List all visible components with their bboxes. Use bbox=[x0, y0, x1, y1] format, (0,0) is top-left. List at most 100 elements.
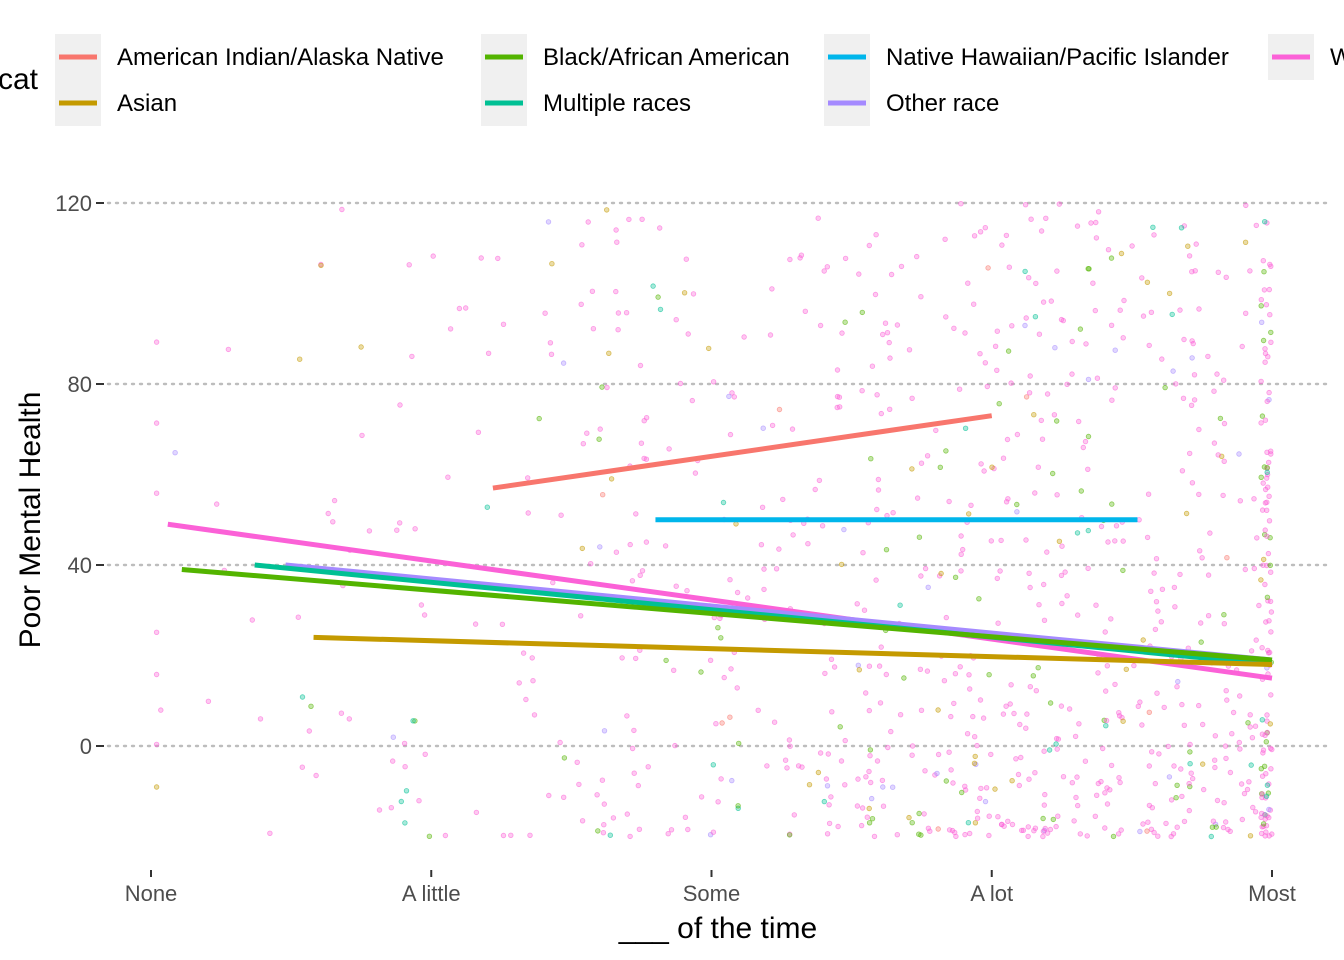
data-point bbox=[613, 227, 619, 233]
data-point bbox=[590, 326, 597, 332]
data-point bbox=[977, 697, 984, 703]
data-point bbox=[1015, 771, 1022, 778]
data-point bbox=[872, 291, 879, 298]
data-point bbox=[718, 776, 724, 782]
data-point bbox=[824, 831, 831, 837]
data-point bbox=[1260, 337, 1267, 344]
data-point bbox=[1080, 444, 1086, 451]
data-point bbox=[1239, 343, 1245, 350]
data-point bbox=[974, 815, 981, 821]
data-point bbox=[1022, 268, 1028, 275]
data-point bbox=[1140, 821, 1146, 827]
data-point bbox=[982, 798, 989, 805]
data-point bbox=[1171, 763, 1177, 769]
data-point bbox=[1205, 613, 1212, 619]
data-point bbox=[1211, 757, 1218, 763]
data-point bbox=[1230, 709, 1237, 716]
data-point bbox=[918, 707, 925, 713]
scatter-points bbox=[153, 200, 1275, 840]
data-point bbox=[1109, 397, 1115, 403]
data-point bbox=[1177, 571, 1183, 578]
data-point bbox=[600, 492, 606, 498]
data-point bbox=[1145, 819, 1151, 825]
data-point bbox=[1266, 618, 1272, 624]
data-point bbox=[1185, 243, 1191, 249]
data-point bbox=[643, 456, 650, 462]
data-point bbox=[1038, 417, 1044, 424]
data-point bbox=[1032, 490, 1038, 496]
data-point bbox=[882, 320, 889, 326]
data-point bbox=[1211, 440, 1218, 446]
data-point bbox=[880, 784, 886, 790]
data-point bbox=[883, 547, 890, 553]
legend-label: Other race bbox=[886, 90, 999, 117]
data-point bbox=[1260, 480, 1266, 486]
data-point bbox=[1268, 766, 1274, 772]
data-point bbox=[604, 207, 610, 213]
y-tick-label: 40 bbox=[68, 553, 92, 578]
data-point bbox=[530, 678, 536, 684]
data-point bbox=[863, 774, 869, 780]
data-point bbox=[1181, 336, 1187, 343]
data-point bbox=[1262, 732, 1268, 738]
data-point bbox=[597, 426, 603, 432]
data-point bbox=[1023, 725, 1029, 731]
data-point bbox=[715, 799, 721, 805]
data-point bbox=[1258, 474, 1264, 480]
data-point bbox=[619, 655, 625, 661]
data-point bbox=[986, 672, 992, 678]
data-point bbox=[1172, 604, 1178, 610]
data-point bbox=[1107, 787, 1113, 793]
data-point bbox=[1179, 468, 1186, 474]
data-point bbox=[574, 759, 580, 765]
data-point bbox=[965, 820, 972, 826]
data-point bbox=[917, 666, 924, 672]
data-point bbox=[601, 801, 607, 807]
data-point bbox=[643, 415, 650, 421]
data-point bbox=[1078, 488, 1084, 494]
data-point bbox=[1247, 833, 1254, 839]
data-point bbox=[306, 728, 312, 734]
data-point bbox=[313, 772, 319, 779]
data-point bbox=[958, 533, 964, 539]
data-point bbox=[1055, 736, 1062, 742]
data-point bbox=[966, 672, 972, 678]
data-point bbox=[1055, 813, 1061, 819]
data-point bbox=[401, 740, 408, 747]
data-point bbox=[1242, 566, 1248, 573]
data-point bbox=[1260, 562, 1266, 568]
data-point bbox=[863, 690, 869, 696]
data-point bbox=[478, 255, 484, 261]
data-point bbox=[1108, 322, 1115, 328]
data-point bbox=[297, 356, 303, 362]
data-point bbox=[759, 504, 766, 510]
data-point bbox=[560, 360, 567, 366]
data-point bbox=[1003, 703, 1009, 709]
data-point bbox=[951, 325, 957, 331]
data-point bbox=[1174, 824, 1180, 830]
data-point bbox=[876, 663, 883, 669]
data-point bbox=[1149, 805, 1155, 811]
data-point bbox=[957, 664, 963, 670]
data-point bbox=[916, 831, 922, 837]
data-point bbox=[1025, 275, 1032, 281]
data-point bbox=[982, 224, 988, 231]
data-point bbox=[874, 506, 880, 513]
data-point bbox=[1099, 745, 1106, 752]
data-point bbox=[1146, 709, 1152, 715]
data-point bbox=[1265, 550, 1272, 557]
data-point bbox=[1009, 821, 1016, 828]
data-point bbox=[579, 242, 585, 248]
data-point bbox=[1268, 629, 1274, 635]
data-point bbox=[1258, 297, 1264, 303]
data-point bbox=[883, 671, 889, 678]
data-point bbox=[520, 650, 527, 656]
data-point bbox=[886, 339, 892, 346]
data-point bbox=[1129, 243, 1135, 249]
data-point bbox=[677, 380, 684, 387]
data-point bbox=[1162, 384, 1168, 391]
data-point bbox=[495, 255, 501, 262]
data-point bbox=[988, 538, 994, 544]
data-point bbox=[472, 621, 479, 627]
data-point bbox=[916, 534, 923, 540]
